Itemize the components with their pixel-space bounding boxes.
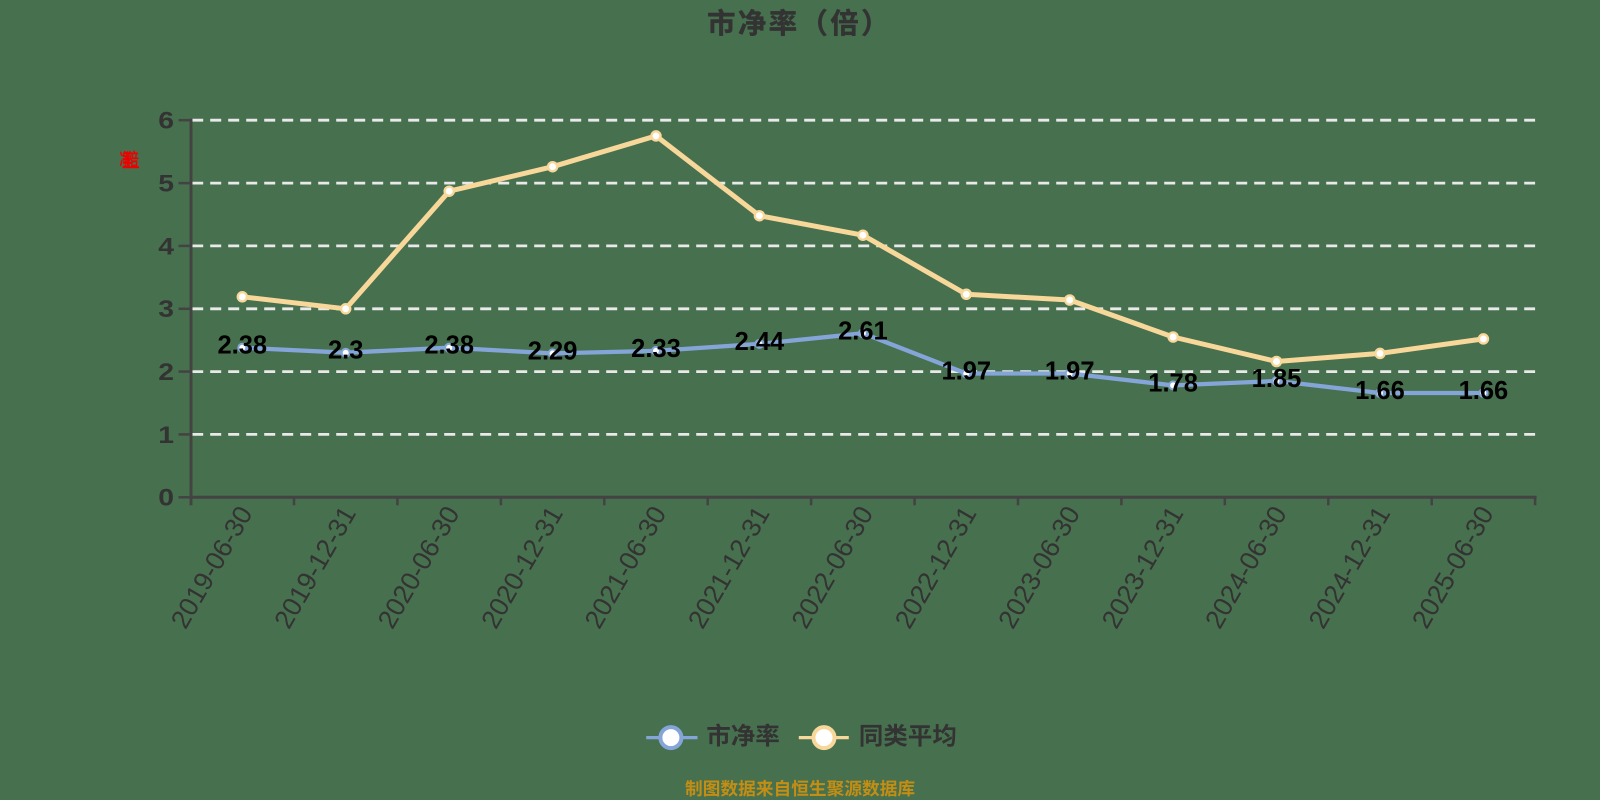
svg-text:2.29: 2.29	[528, 337, 578, 365]
svg-text:0: 0	[158, 484, 174, 511]
svg-text:2: 2	[158, 358, 174, 385]
svg-text:2.38: 2.38	[424, 332, 474, 360]
svg-text:1.66: 1.66	[1355, 377, 1405, 405]
svg-text:2.38: 2.38	[217, 332, 267, 360]
svg-text:2.33: 2.33	[631, 335, 681, 363]
svg-text:1.66: 1.66	[1459, 377, 1509, 405]
svg-text:2.3: 2.3	[328, 337, 363, 365]
svg-text:1.78: 1.78	[1148, 369, 1198, 397]
svg-text:2.44: 2.44	[735, 328, 785, 356]
svg-text:5: 5	[158, 170, 174, 197]
svg-text:1.85: 1.85	[1252, 365, 1302, 393]
svg-text:1.97: 1.97	[1045, 358, 1095, 386]
svg-text:4: 4	[158, 232, 174, 259]
svg-text:1: 1	[158, 421, 174, 448]
svg-text:2.61: 2.61	[838, 317, 888, 345]
svg-text:6: 6	[158, 107, 174, 134]
svg-text:1.97: 1.97	[941, 358, 991, 386]
svg-text:3: 3	[158, 295, 174, 322]
